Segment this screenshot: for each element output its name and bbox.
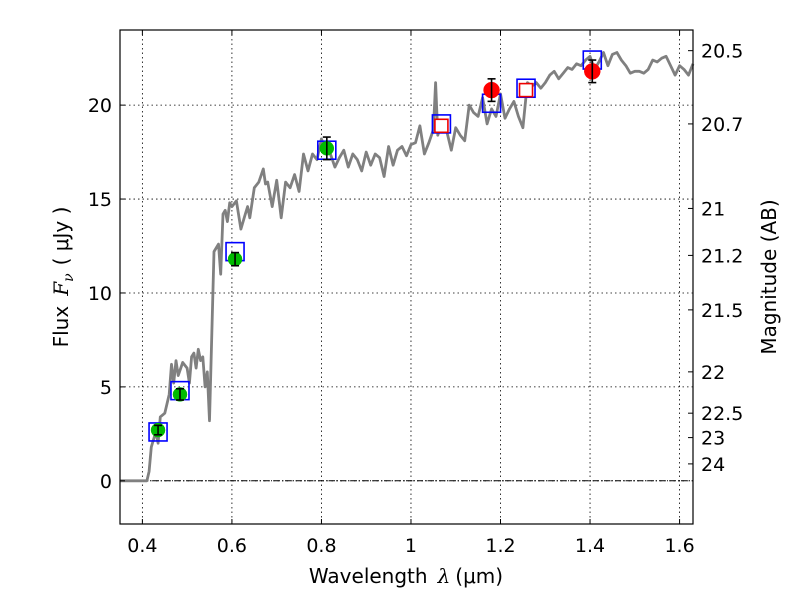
y-axis-label: FluxFν( μJy ) [49,207,77,348]
y-tick-label: 10 [88,283,112,305]
x-tick-label: 1.4 [575,535,605,557]
x-tick-label: 1.6 [664,535,694,557]
band-marker-square [434,118,449,134]
plot-background [120,30,693,524]
x-tick-label: 1.2 [485,535,515,557]
x-tick-label: 0.4 [127,535,157,557]
magnitude-tick-label: 22 [701,362,725,384]
y-tick-label: 20 [88,95,112,117]
magnitude-tick-label: 21.5 [701,300,743,322]
y-tick-label: 15 [88,189,112,211]
secondary-y-axis-label: Magnitude (AB) [757,199,781,354]
magnitude-tick-label: 24 [701,454,725,476]
magnitude-tick-label: 21.2 [701,245,743,267]
magnitude-tick-label: 22.5 [701,403,743,425]
x-axis-label: Wavelength λ (μm) [309,564,503,588]
x-tick-label: 0.8 [306,535,336,557]
band-marker-square [518,82,534,98]
y-tick-label: 0 [100,471,112,493]
plot-frame [119,29,694,525]
x-tick-label: 0.6 [217,535,247,557]
y-tick-label: 5 [100,377,112,399]
marker-layer [148,50,603,442]
axis-ticks: 0.4 0.6 0.8 1 1.2 1.4 1.6 0 5 10 15 20 20.5 20.7 21 21.… [88,30,743,557]
grid [120,30,693,524]
magnitude-tick-label: 21 [701,198,725,220]
magnitude-tick-label: 20.7 [701,114,743,136]
sed-model-line [120,51,695,483]
magnitude-tick-label: 20.5 [701,41,743,63]
sed-layer [120,51,695,483]
magnitude-tick-label: 23 [701,428,725,450]
x-tick-label: 1 [405,535,417,557]
